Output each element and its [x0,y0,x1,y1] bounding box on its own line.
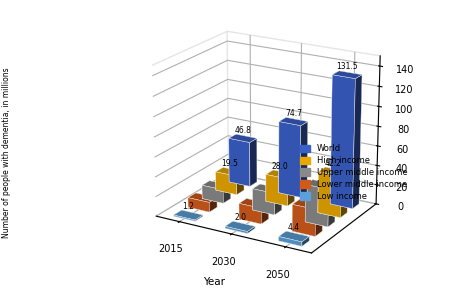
Text: Number of people with dementia, in millions: Number of people with dementia, in milli… [2,67,11,238]
X-axis label: Year: Year [203,277,225,287]
Legend: World, High income, Upper middle income, Lower middle income, Low income: World, High income, Upper middle income,… [300,144,407,201]
